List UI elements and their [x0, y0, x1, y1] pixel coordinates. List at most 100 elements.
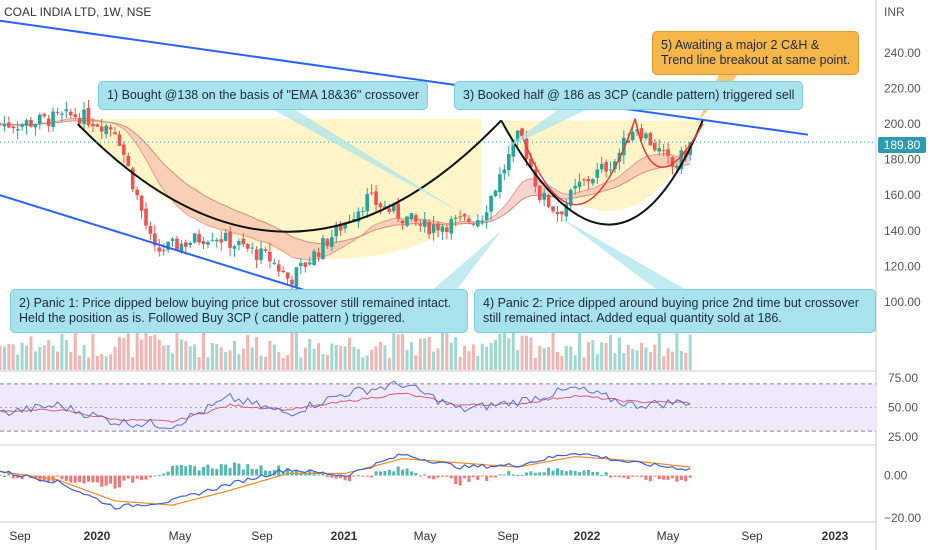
candle-body — [82, 109, 86, 124]
macd-histogram-bar — [520, 474, 524, 476]
volume-bar — [210, 342, 214, 370]
candle-body — [55, 111, 60, 113]
volume-bar — [78, 355, 82, 370]
candle-body — [577, 181, 582, 187]
macd-histogram-bar — [418, 475, 422, 477]
candle-body — [91, 123, 95, 127]
macd-histogram-bar — [498, 474, 502, 476]
volume-bar — [414, 355, 418, 370]
macd-histogram-bar — [502, 474, 506, 476]
candle-body — [630, 131, 635, 141]
rsi-tick-label: 25.00 — [888, 430, 918, 444]
callout-pointer — [558, 216, 690, 292]
macd-histogram-bar — [241, 469, 245, 476]
macd-signal-line — [0, 455, 691, 506]
volume-bar — [613, 353, 617, 370]
candle-body — [139, 195, 144, 211]
candle-body — [166, 241, 170, 250]
volume-bar — [325, 355, 329, 370]
macd-histogram-bar — [272, 469, 276, 476]
macd-histogram-bar — [162, 473, 166, 476]
volume-bar — [82, 344, 86, 370]
x-tick-label: May — [657, 529, 680, 543]
candle-body — [644, 133, 648, 139]
volume-bar — [95, 355, 99, 370]
macd-histogram-bar — [454, 475, 458, 485]
candle-body — [374, 191, 378, 206]
volume-bar — [122, 337, 126, 370]
candle-body — [409, 213, 414, 220]
volume-bar — [502, 332, 506, 370]
x-tick-label: Sep — [9, 529, 31, 543]
candle-body — [586, 178, 591, 182]
candle-body — [378, 203, 383, 208]
candle-body — [254, 249, 259, 260]
candle-body — [639, 128, 644, 139]
candle-body — [480, 220, 485, 223]
volume-bar — [516, 350, 520, 370]
volume-bar — [476, 356, 480, 370]
volume-bar — [653, 344, 657, 370]
candle-body — [117, 134, 122, 146]
volume-bar — [409, 342, 413, 370]
macd-histogram-bar — [662, 475, 666, 480]
volume-bar — [533, 357, 537, 370]
x-tick-label: Sep — [497, 529, 519, 543]
volume-bar — [586, 342, 590, 370]
macd-histogram-bar — [666, 475, 670, 480]
volume-bar — [529, 337, 533, 370]
volume-bar — [42, 345, 46, 370]
volume-bar — [498, 333, 502, 370]
candle-body — [153, 233, 157, 246]
macd-histogram-bar — [144, 475, 148, 480]
candle-body — [560, 211, 564, 215]
macd-histogram-bar — [259, 465, 263, 476]
volume-bar — [578, 330, 582, 370]
candle-body — [113, 132, 117, 135]
volume-bar — [670, 351, 674, 370]
channel-upper-line — [0, 19, 809, 136]
volume-bar — [467, 351, 471, 370]
volume-bar — [86, 357, 90, 370]
macd-histogram-bar — [595, 471, 599, 476]
handle-arc — [634, 118, 704, 168]
volume-bar — [215, 344, 219, 370]
macd-histogram-bar — [409, 471, 413, 476]
macd-histogram-bar — [308, 469, 312, 476]
volume-bar — [91, 333, 95, 370]
candle-body — [414, 215, 418, 222]
x-tick-label: Sep — [251, 529, 273, 543]
macd-histogram-bar — [582, 470, 586, 476]
y-tick-label: 100.00 — [884, 295, 921, 309]
candle-body — [2, 123, 7, 127]
macd-histogram-bar — [511, 474, 515, 476]
volume-bar — [286, 355, 290, 370]
macd-histogram-bar — [591, 471, 595, 476]
macd-histogram-bar — [126, 475, 130, 479]
volume-bar — [334, 344, 338, 370]
candle-body — [387, 208, 392, 212]
volume-bar — [47, 339, 51, 370]
volume-bar — [405, 349, 409, 370]
candle-body — [51, 111, 55, 128]
macd-histogram-bar — [365, 475, 369, 477]
candle-body — [312, 251, 316, 265]
volume-bar — [604, 342, 608, 370]
candle-body — [338, 223, 343, 231]
candle-body — [228, 231, 232, 248]
candle-body — [365, 194, 370, 212]
ema-36-line — [0, 119, 691, 245]
volume-bar — [153, 334, 157, 370]
macd-histogram-bar — [458, 475, 462, 486]
volume-bar — [197, 357, 201, 370]
volume-bar — [263, 356, 267, 370]
volume-bar — [609, 334, 613, 370]
x-tick-label: 2023 — [822, 529, 849, 543]
macd-histogram-bar — [219, 464, 223, 476]
x-tick-label: Sep — [741, 529, 763, 543]
annotation-1: 1) Bought @138 on the basis of "EMA 18&3… — [98, 81, 429, 110]
macd-histogram-bar — [104, 475, 108, 486]
macd-histogram-bar — [7, 473, 11, 476]
macd-histogram-bar — [626, 475, 630, 479]
candle-body — [582, 179, 586, 181]
